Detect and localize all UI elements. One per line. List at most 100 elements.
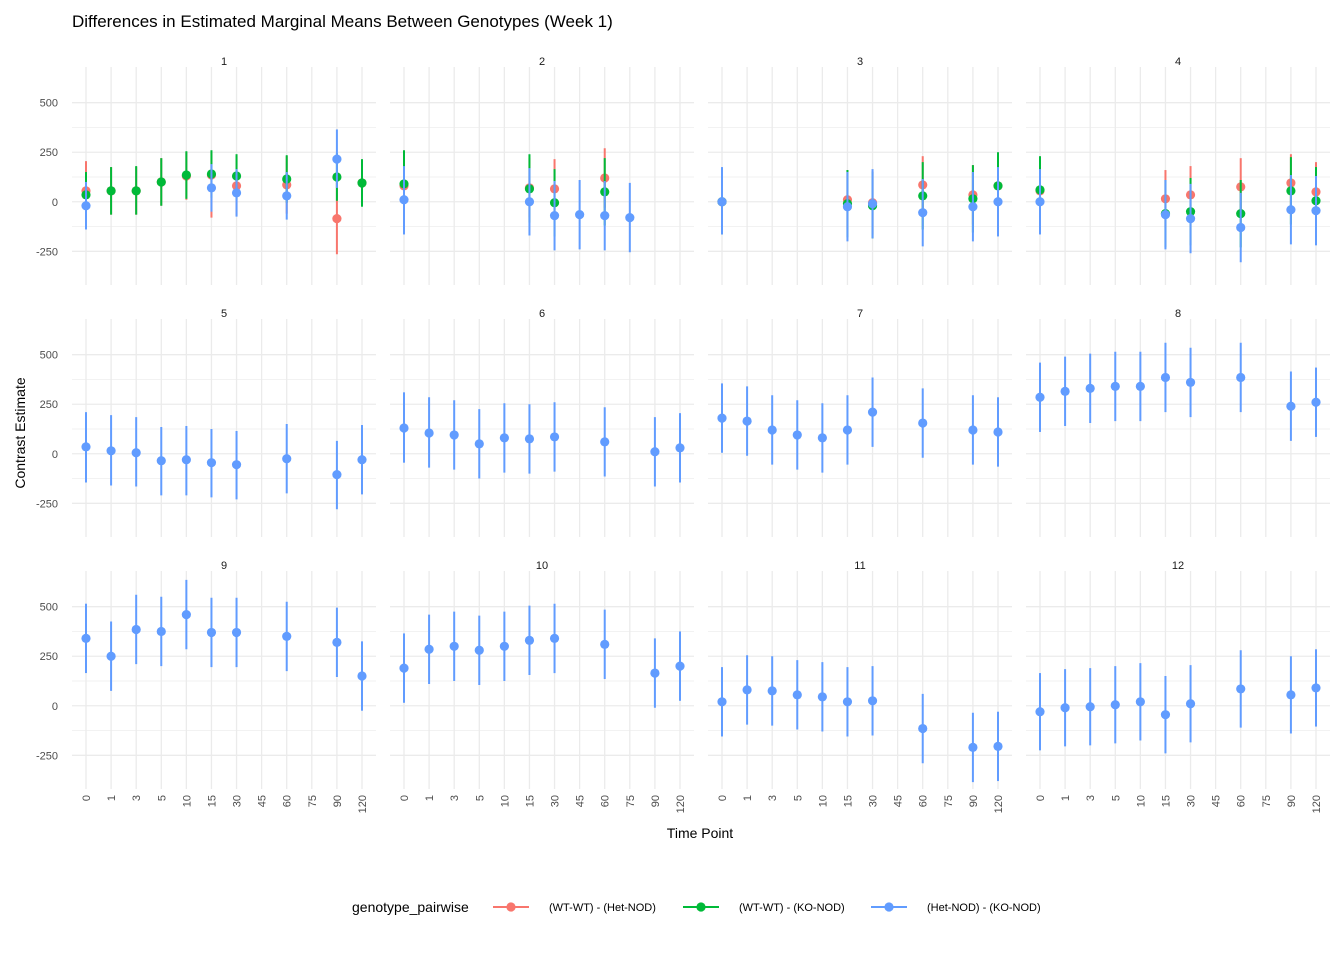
facet-strip-label: 11 — [854, 560, 865, 572]
series-2 — [717, 655, 1003, 783]
data-point — [181, 170, 191, 180]
data-point — [918, 723, 928, 734]
y-axis-label: Contrast Estimate — [12, 377, 28, 488]
legend-title: genotype_pairwise — [352, 899, 469, 915]
x-tick-label: 30 — [232, 795, 244, 807]
data-point — [650, 668, 660, 678]
series-1 — [717, 152, 1003, 239]
facet-panel-12: 120 1 3 5 10 15 30 45 60 75 90 120 — [1026, 560, 1330, 813]
x-tick-label: 60 — [600, 795, 612, 807]
y-tick-label: 250 — [40, 147, 58, 159]
data-point — [1286, 690, 1296, 700]
data-point — [449, 430, 459, 440]
legend-entry-label: (WT-WT) - (Het-NOD) — [549, 902, 656, 914]
x-tick-label: 30 — [868, 795, 880, 807]
data-point — [817, 433, 827, 443]
y-tick-label: 500 — [40, 602, 58, 614]
x-tick-label: 120 — [1311, 795, 1323, 813]
legend-entry-0: (WT-WT) - (Het-NOD) — [493, 902, 656, 914]
legend: genotype_pairwise (WT-WT) - (Het-NOD) (WT… — [352, 899, 1041, 915]
data-point — [1236, 222, 1246, 233]
x-tick-label: 1 — [1060, 795, 1072, 801]
x-tick-label: 120 — [993, 795, 1005, 813]
facet-strip-label: 12 — [1172, 560, 1184, 572]
data-point — [332, 469, 342, 480]
facet-strip-label: 2 — [539, 56, 545, 68]
data-point — [968, 425, 978, 435]
data-point — [106, 651, 116, 661]
facet-panel-3: 3 — [708, 56, 1012, 285]
data-point — [206, 458, 217, 468]
x-tick-label: 45 — [893, 795, 905, 807]
x-axis-label: Time Point — [667, 825, 734, 841]
data-point — [742, 416, 752, 426]
data-point — [968, 202, 978, 212]
series-2 — [399, 603, 685, 708]
x-tick-label: 45 — [575, 795, 587, 807]
facet-strip-label: 5 — [221, 308, 227, 320]
x-tick-label: 5 — [792, 795, 804, 801]
facet-panel-8: 8 — [1026, 308, 1330, 537]
facet-strip-label: 6 — [539, 308, 545, 320]
x-tick-label: 10 — [181, 795, 193, 807]
data-point — [524, 434, 535, 444]
x-tick-label: 75 — [943, 795, 955, 807]
data-point — [842, 202, 853, 212]
data-point — [1236, 684, 1246, 694]
data-point — [792, 430, 802, 440]
legend-entry-1: (WT-WT) - (KO-NOD) — [683, 902, 845, 914]
data-point — [675, 661, 685, 671]
x-tick-label: 75 — [1261, 795, 1273, 807]
x-tick-label: 3 — [131, 795, 143, 801]
data-point — [332, 637, 342, 647]
facet-strip-label: 1 — [221, 56, 227, 68]
data-point — [156, 177, 166, 187]
data-point — [131, 186, 141, 196]
facet-panel-9: 9 -250 0 250 500 0 1 3 5 10 15 30 45 60 75 90 120 — [36, 560, 376, 813]
facet-strip-label: 10 — [536, 560, 548, 572]
facet-panel-1: 1 -250 0 250 500 — [36, 56, 376, 285]
facet-strip-label: 9 — [221, 560, 227, 572]
x-tick-label: 10 — [817, 795, 829, 807]
x-tick-label: 1 — [424, 795, 436, 801]
data-point — [524, 197, 535, 207]
y-tick-label: 250 — [40, 651, 58, 663]
data-point — [817, 692, 827, 702]
legend-entry-2: (Het-NOD) - (KO-NOD) — [871, 902, 1041, 914]
facet-panel-4: 4 — [1026, 56, 1330, 285]
data-point — [1160, 210, 1171, 220]
data-point — [1286, 205, 1296, 215]
data-point — [842, 697, 853, 707]
facet-panel-5: 5 -250 0 250 500 — [36, 308, 376, 537]
x-tick-label: 10 — [1135, 795, 1147, 807]
x-tick-label: 15 — [524, 795, 536, 807]
data-point — [1085, 383, 1095, 393]
x-tick-label: 90 — [1286, 795, 1298, 807]
series-0 — [81, 152, 367, 255]
data-point — [156, 456, 166, 466]
data-point — [717, 697, 727, 707]
x-tick-label: 15 — [842, 795, 854, 807]
data-point — [650, 447, 660, 457]
data-point — [156, 626, 166, 637]
series-2 — [81, 412, 367, 510]
series-2 — [717, 377, 1003, 473]
data-point — [399, 663, 409, 673]
x-tick-label: 5 — [1110, 795, 1122, 801]
data-point — [231, 627, 242, 638]
series-2 — [717, 167, 1003, 247]
data-point — [524, 635, 535, 645]
data-point — [1185, 377, 1196, 388]
x-tick-label: 3 — [767, 795, 779, 801]
legend-key-point — [506, 902, 516, 912]
series-2 — [1035, 169, 1321, 263]
x-tick-label: 90 — [650, 795, 662, 807]
data-point — [131, 448, 141, 458]
legend-key-point — [696, 902, 706, 912]
data-point — [968, 742, 978, 752]
series-2 — [1035, 342, 1321, 441]
legend-key-point — [884, 902, 894, 912]
data-point — [1236, 372, 1246, 383]
